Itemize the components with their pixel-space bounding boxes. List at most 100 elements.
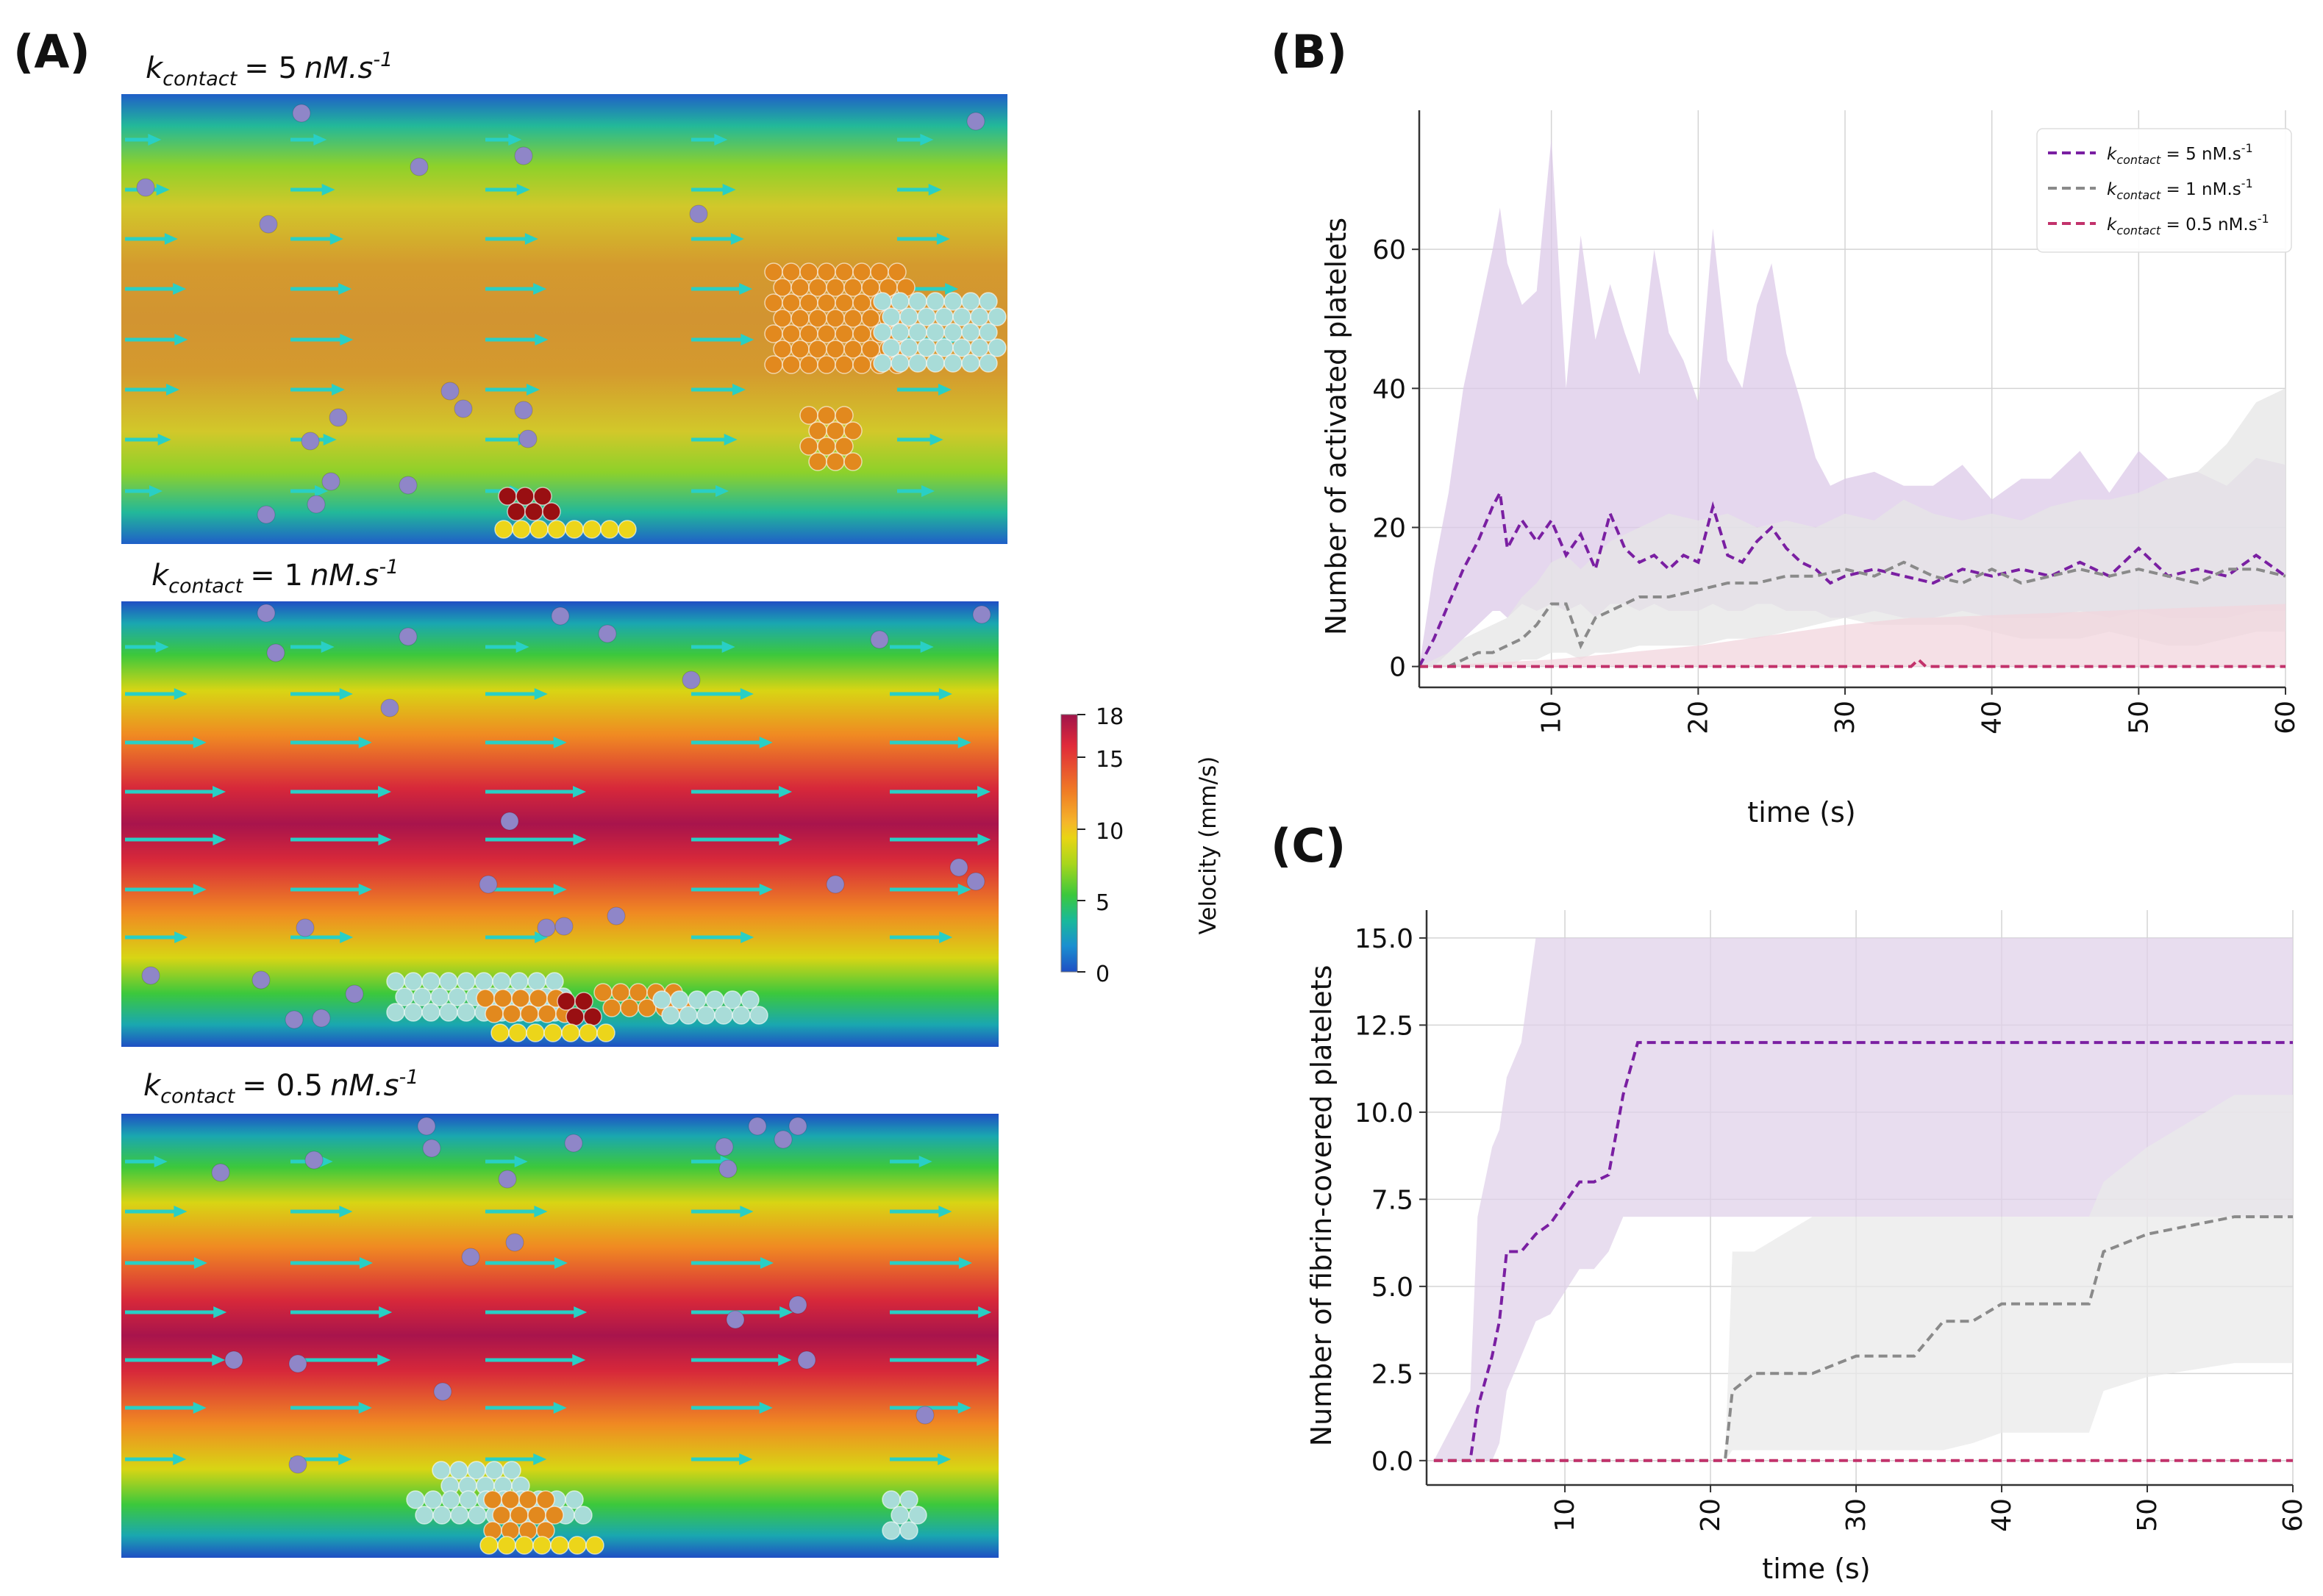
platelet-activated [764, 262, 783, 282]
platelet-fibrin [574, 992, 593, 1011]
platelet-activated [852, 293, 871, 312]
platelet-wall [547, 520, 566, 539]
x-axis-label: time (s) [1747, 796, 1855, 829]
velocity-arrow-head [313, 134, 327, 146]
platelet-resting [949, 858, 968, 877]
velocity-arrow-head [760, 1257, 774, 1269]
platelet-light [527, 972, 546, 991]
velocity-arrow-head [779, 1306, 793, 1318]
platelet-light [899, 1521, 918, 1540]
platelet-activated [852, 262, 871, 282]
confidence-band-1 [1419, 388, 2285, 667]
velocity-arrow-head [174, 688, 188, 700]
platelet-activated [536, 1490, 555, 1509]
platelet-resting [440, 382, 460, 401]
platelet-activated [538, 1004, 557, 1023]
series-line-0 [1433, 1041, 2293, 1462]
platelet-wall [568, 1536, 587, 1555]
k-subscript: contact [163, 68, 238, 90]
y-axis-label: Number of fibrin-covered platelets [1305, 965, 1338, 1447]
velocity-arrow-head [977, 834, 991, 845]
platelet-resting [498, 1170, 517, 1189]
velocity-arrow-head [213, 1306, 227, 1318]
velocity-arrow-head [958, 1257, 972, 1269]
platelet-resting [748, 1117, 767, 1136]
velocity-arrow-head [939, 931, 953, 943]
k-value: = 0.5 [242, 1069, 323, 1103]
platelet-activated [835, 293, 854, 312]
velocity-arrow-head [340, 931, 354, 943]
platelet-activated [861, 278, 880, 297]
platelet-activated [520, 1004, 539, 1023]
platelet-light [705, 990, 724, 1009]
k-unit-exp: -1 [379, 556, 399, 579]
velocity-arrow-head [573, 834, 587, 845]
velocity-arrow-head [716, 485, 729, 497]
velocity-arrow-head [329, 233, 343, 245]
platelet-light [988, 307, 1007, 326]
x-axis-label: time (s) [1762, 1553, 1870, 1585]
platelet-wall [565, 520, 584, 539]
platelet-wall [497, 1536, 516, 1555]
series-line-2 [1419, 657, 2285, 668]
platelet-light [891, 1506, 910, 1525]
colorbar-tick-15: 15 [1096, 747, 1124, 773]
panel-b-label: (B) [1271, 25, 1347, 79]
velocity-arrow-head [553, 884, 567, 895]
x-tick-label: 60 [2271, 701, 2301, 734]
platelet-resting [251, 970, 271, 990]
velocity-arrow-head [378, 834, 392, 845]
platelet-wall [585, 1536, 604, 1555]
platelet-activated [764, 293, 783, 312]
platelet-activated [773, 340, 792, 359]
platelet-activated [782, 293, 801, 312]
velocity-arrow-head [339, 1206, 353, 1217]
velocity-arrow-head [554, 1257, 568, 1269]
velocity-arrow-head [515, 641, 529, 653]
platelet-light [970, 307, 989, 326]
panel-a-label: (A) [13, 25, 90, 79]
velocity-arrow-head [938, 1206, 952, 1217]
platelet-activated [826, 421, 845, 440]
velocity-arrow-head [938, 688, 952, 700]
platelet-light [926, 354, 945, 373]
platelet-activated [773, 278, 792, 297]
platelet-resting [826, 875, 845, 894]
platelet-light [467, 1461, 486, 1480]
velocity-arrow-head [173, 1453, 187, 1465]
k-symbol: k [146, 51, 164, 85]
velocity-arrow-head [978, 1306, 992, 1318]
platelet-light [961, 292, 980, 311]
velocity-arrow-head [779, 834, 793, 845]
platelet-light [943, 323, 963, 342]
velocity-colorbar: 18 15 10 5 0 Velocity (mm/s) [1060, 704, 1221, 987]
platelet-resting [399, 627, 418, 646]
velocity-arrows [125, 1156, 992, 1465]
velocity-arrow-head [534, 1206, 548, 1217]
platelet-resting [715, 1137, 734, 1156]
y-tick-label: 0 [1389, 653, 1406, 683]
platelet-wall [490, 1023, 510, 1042]
velocity-arrow-head [977, 1354, 991, 1366]
platelet-activated [861, 309, 880, 328]
x-tick-label: 40 [1977, 701, 2008, 734]
platelet-light [988, 338, 1007, 357]
platelet-light [952, 307, 971, 326]
platelet-light [679, 1006, 698, 1025]
velocity-arrow-head [339, 688, 353, 700]
platelet-resting [345, 984, 364, 1003]
platelet-fibrin [542, 502, 561, 521]
k-unit: nM.s [330, 1069, 399, 1103]
platelet-resting [257, 604, 276, 623]
legend-entry-0: kcontact = 5 nM.s-1 [2107, 141, 2253, 167]
x-tick-labels: 10 20 30 40 50 60 [1537, 687, 2301, 734]
velocity-arrow-head [957, 1402, 971, 1414]
platelet-activated [485, 1004, 504, 1023]
velocity-arrow-head [358, 737, 372, 748]
simulation-frame-1: kcontact = 5 nM.s-1 [121, 49, 1007, 544]
platelet-resting [288, 1455, 307, 1474]
platelet-light [961, 323, 980, 342]
platelet-resting [788, 1295, 807, 1314]
platelet-light [652, 990, 671, 1009]
platelet-resting [307, 495, 326, 514]
